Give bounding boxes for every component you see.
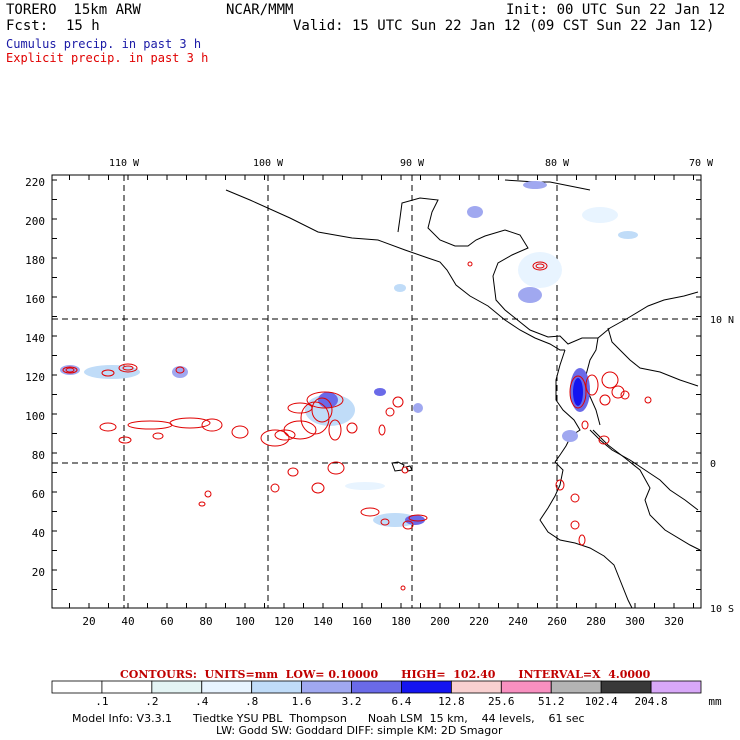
forecast-hour: 15 h <box>66 18 100 34</box>
y-tick-label: 160 <box>25 293 45 306</box>
colorbar-swatch <box>401 680 452 694</box>
colorbar-swatch <box>450 680 502 694</box>
colorbar-swatch <box>251 680 303 694</box>
lat-label-10s: 10 S <box>710 604 734 615</box>
x-tick-labels: 20 40 60 80 100 120 140 160 180 200 220 … <box>82 615 684 628</box>
colorbar-swatch <box>550 680 602 694</box>
colorbar-swatch <box>51 680 103 694</box>
x-tick-label: 140 <box>313 615 333 628</box>
x-tick-label: 260 <box>547 615 567 628</box>
colorbar-label: 51.2 <box>537 695 565 708</box>
longitude-labels: 110 W 100 W 90 W 80 W 70 W <box>109 158 714 169</box>
colorbar-swatch <box>201 680 253 694</box>
colorbar-label: 102.4 <box>584 695 618 708</box>
y-tick-label: 220 <box>25 176 45 189</box>
latitude-labels: 10 N 0 10 S <box>710 315 734 615</box>
colorbar-swatch <box>351 680 402 694</box>
y-tick-label: 100 <box>25 410 45 423</box>
colorbar-label: .1 <box>95 695 109 708</box>
colorbar-label: .8 <box>245 695 259 708</box>
cumulus-legend: Cumulus precip. in past 3 h <box>6 37 202 51</box>
y-tick-label: 20 <box>32 566 45 579</box>
x-tick-label: 180 <box>391 615 411 628</box>
y-tick-label: 140 <box>25 332 45 345</box>
colorbar-label: .2 <box>145 695 159 708</box>
colorbar-label: 204.8 <box>634 695 668 708</box>
colorbar-label: 12.8 <box>438 695 465 708</box>
y-tick-label: 180 <box>25 254 45 267</box>
x-tick-label: 80 <box>199 615 212 628</box>
colorbar-swatch <box>101 680 153 694</box>
colorbar-label: 6.4 <box>391 695 412 708</box>
lat-label-0: 0 <box>710 459 716 470</box>
y-tick-label: 200 <box>25 215 45 228</box>
x-tick-label: 100 <box>235 615 255 628</box>
explicit-legend: Explicit precip. in past 3 h <box>6 51 209 65</box>
colorbar-label: 1.6 <box>291 695 312 708</box>
colorbar-unit: mm <box>708 695 722 708</box>
forecast-label: Fcst: <box>6 18 49 34</box>
colorbar-label: .4 <box>195 695 209 708</box>
organization-label: NCAR/MMM <box>226 2 294 18</box>
y-tick-label: 60 <box>32 488 45 501</box>
lon-label-100w: 100 W <box>253 158 284 169</box>
contours-info: CONTOURS: UNITS=mm LOW= 0.10000 HIGH= 10… <box>120 668 651 681</box>
y-tick-labels: 220 200 180 160 140 120 100 80 60 40 20 <box>25 176 45 579</box>
x-tick-label: 240 <box>508 615 528 628</box>
model-title: TORERO 15km ARW <box>6 2 141 18</box>
axis-ticks <box>52 175 701 608</box>
x-tick-label: 320 <box>664 615 684 628</box>
x-tick-label: 60 <box>160 615 173 628</box>
lon-label-80w: 80 W <box>545 158 570 169</box>
y-tick-label: 120 <box>25 371 45 384</box>
x-tick-label: 200 <box>430 615 450 628</box>
colorbar-label: 25.6 <box>488 695 515 708</box>
x-tick-label: 160 <box>352 615 372 628</box>
x-tick-label: 120 <box>274 615 294 628</box>
x-tick-label: 280 <box>586 615 606 628</box>
y-tick-label: 80 <box>32 449 45 462</box>
colorbar-label: 3.2 <box>341 695 362 708</box>
colorbar-swatch <box>600 680 652 694</box>
init-time: Init: 00 UTC Sun 22 Jan 12 <box>506 2 726 18</box>
x-tick-label: 20 <box>82 615 95 628</box>
valid-time: Valid: 15 UTC Sun 22 Jan 12 (09 CST Sun … <box>293 18 715 34</box>
lon-label-110w: 110 W <box>109 158 140 169</box>
x-tick-label: 220 <box>469 615 489 628</box>
colorbar-swatch <box>650 680 702 694</box>
explicit-precip-contours <box>62 261 652 591</box>
y-tick-label: 40 <box>32 527 45 540</box>
colorbar-swatch <box>301 680 352 694</box>
colorbar-swatch <box>500 680 552 694</box>
graticule <box>52 175 701 608</box>
lon-label-90w: 90 W <box>400 158 425 169</box>
model-info-line2: LW: Godd SW: Goddard DIFF: simple KM: 2D… <box>216 724 503 737</box>
lon-label-70w: 70 W <box>689 158 714 169</box>
colorbar-swatch <box>151 680 203 694</box>
lat-label-10n: 10 N <box>710 315 734 326</box>
model-info-line1: Model Info: V3.3.1 Tiedtke YSU PBL Thomp… <box>72 712 585 725</box>
x-tick-label: 40 <box>121 615 134 628</box>
x-tick-label: 300 <box>625 615 645 628</box>
colorbar <box>51 680 702 694</box>
